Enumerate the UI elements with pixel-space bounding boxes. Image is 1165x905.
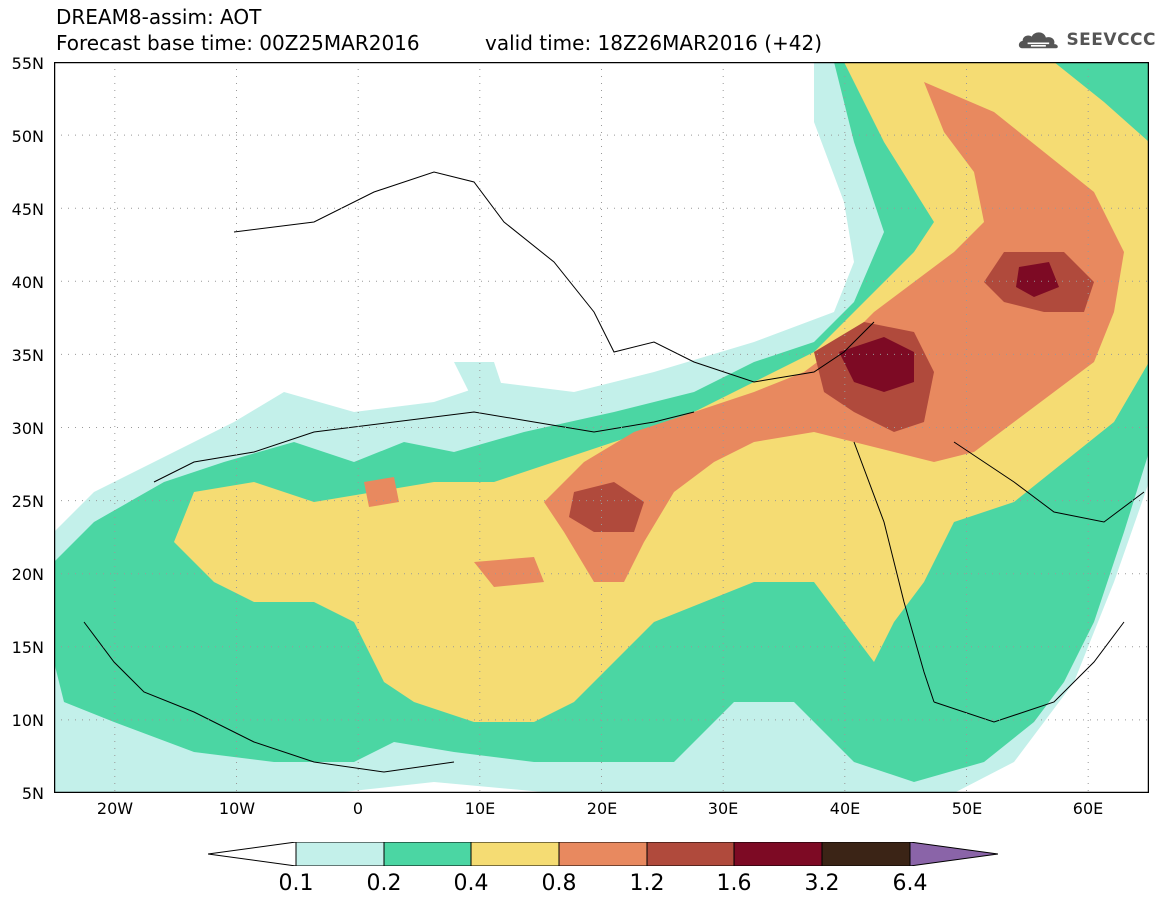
grid-lines [54, 62, 1149, 793]
lon-label-20e: 20E [586, 799, 618, 818]
lon-label-0: 0 [352, 799, 364, 818]
lat-label-25n: 25N [11, 492, 44, 511]
aot-band-0.4 [174, 62, 1149, 722]
colorbar-bin-1.2-1.6 [646, 842, 735, 866]
lat-label-50n: 50N [11, 127, 44, 146]
lat-label-30n: 30N [11, 419, 44, 438]
lon-label-50e: 50E [951, 799, 983, 818]
lat-label-45n: 45N [11, 200, 44, 219]
lat-label-55n: 55N [11, 54, 44, 73]
lat-label-35n: 35N [11, 346, 44, 365]
logo-text: SEEVCCC [1066, 30, 1156, 50]
cloud-icon [1018, 32, 1058, 49]
colorbar-label-1.6: 1.6 [716, 871, 752, 896]
lon-label-60e: 60E [1072, 799, 1104, 818]
lat-label-20n: 20N [11, 565, 44, 584]
map-title: DREAM8-assim: AOT [56, 5, 262, 29]
seevccc-logo: SEEVCCC [1016, 26, 1156, 54]
colorbar-bin-0.4-0.8 [470, 842, 560, 866]
valid-time: valid time: 18Z26MAR2016 (+42) [485, 31, 823, 55]
aot-band-0.8 [364, 82, 1124, 587]
colorbar-bin-3.2-6.4 [821, 842, 911, 866]
colorbar-bin-0.1-0.2 [295, 842, 385, 866]
lon-label-10e: 10E [464, 799, 496, 818]
colorbar-bin-1.6-3.2 [733, 842, 823, 866]
lon-label-20w: 20W [96, 799, 134, 818]
colorbar-label-3.2: 3.2 [804, 871, 840, 896]
aot-band-1.6 [839, 262, 1059, 392]
colorbar-bin-0.8-1.2 [558, 842, 648, 866]
lat-label-5n: 5N [21, 784, 44, 803]
lat-label-15n: 15N [11, 638, 44, 657]
colorbar-label-1.2: 1.2 [629, 871, 665, 896]
colorbar-label-0.8: 0.8 [541, 871, 577, 896]
lat-label-40n: 40N [11, 273, 44, 292]
colorbar-over-arrow [909, 842, 998, 866]
colorbar-label-0.4: 0.4 [453, 871, 489, 896]
lon-label-30e: 30E [707, 799, 739, 818]
colorbar-label-0.1: 0.1 [278, 871, 314, 896]
colorbar-label-0.2: 0.2 [366, 871, 402, 896]
coastlines [83, 171, 1145, 773]
colorbar [208, 842, 998, 866]
colorbar-under-arrow [208, 842, 297, 866]
aot-map [54, 62, 1149, 793]
forecast-base-time: Forecast base time: 00Z25MAR2016 [56, 31, 420, 55]
lon-label-40e: 40E [829, 799, 861, 818]
colorbar-bin-0.2-0.4 [383, 842, 472, 866]
lon-label-10w: 10W [218, 799, 256, 818]
lat-label-10n: 10N [11, 711, 44, 730]
colorbar-label-6.4: 6.4 [892, 871, 928, 896]
